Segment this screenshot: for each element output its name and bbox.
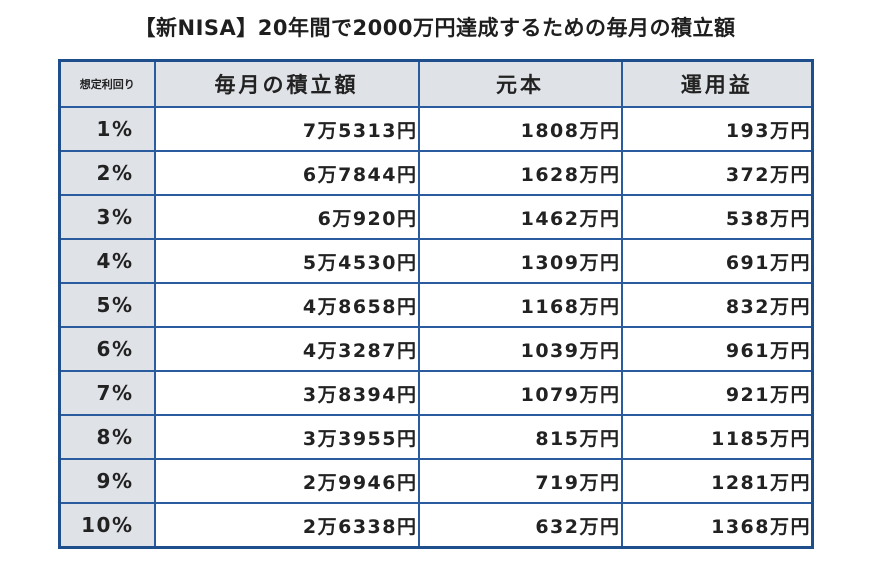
gain-cell: 1185万円 (620, 414, 814, 460)
principal-cell: 1462万円 (417, 194, 623, 240)
gain-cell: 1368万円 (620, 502, 814, 549)
monthly-cell: 4万8658円 (153, 282, 420, 328)
rate-cell: 5% (58, 282, 156, 328)
monthly-cell: 6万7844円 (153, 150, 420, 196)
principal-cell: 815万円 (417, 414, 623, 460)
principal-cell: 1079万円 (417, 370, 623, 416)
table-row: 8% 3万3955円 815万円 1185万円 (58, 414, 814, 460)
monthly-cell: 3万3955円 (153, 414, 420, 460)
rate-cell: 8% (58, 414, 156, 460)
principal-cell: 1309万円 (417, 238, 623, 284)
monthly-cell: 5万4530円 (153, 238, 420, 284)
gain-cell: 372万円 (620, 150, 814, 196)
page-title: 【新NISA】20年間で2000万円達成するための毎月の積立額 (134, 16, 736, 40)
monthly-cell: 7万5313円 (153, 106, 420, 152)
table-row: 6% 4万3287円 1039万円 961万円 (58, 326, 814, 372)
monthly-cell: 4万3287円 (153, 326, 420, 372)
rate-cell: 7% (58, 370, 156, 416)
gain-cell: 691万円 (620, 238, 814, 284)
principal-cell: 1808万円 (417, 106, 623, 152)
monthly-cell: 6万920円 (153, 194, 420, 240)
table-row: 10% 2万6338円 632万円 1368万円 (58, 502, 814, 549)
rate-cell: 6% (58, 326, 156, 372)
table-row: 2% 6万7844円 1628万円 372万円 (58, 150, 814, 196)
table-row: 7% 3万8394円 1079万円 921万円 (58, 370, 814, 416)
table-header-row: 想定利回り 毎月の積立額 元本 運用益 (58, 59, 814, 108)
table-row: 4% 5万4530円 1309万円 691万円 (58, 238, 814, 284)
table-row: 5% 4万8658円 1168万円 832万円 (58, 282, 814, 328)
monthly-cell: 2万9946円 (153, 458, 420, 504)
rate-cell: 9% (58, 458, 156, 504)
gain-cell: 538万円 (620, 194, 814, 240)
principal-cell: 1039万円 (417, 326, 623, 372)
principal-cell: 719万円 (417, 458, 623, 504)
header-monthly: 毎月の積立額 (153, 59, 420, 108)
table-row: 1% 7万5313円 1808万円 193万円 (58, 106, 814, 152)
table-row: 9% 2万9946円 719万円 1281万円 (58, 458, 814, 504)
gain-cell: 832万円 (620, 282, 814, 328)
header-gain: 運用益 (620, 59, 814, 108)
rate-cell: 2% (58, 150, 156, 196)
header-principal: 元本 (417, 59, 623, 108)
gain-cell: 193万円 (620, 106, 814, 152)
table-row: 3% 6万920円 1462万円 538万円 (58, 194, 814, 240)
monthly-cell: 3万8394円 (153, 370, 420, 416)
monthly-cell: 2万6338円 (153, 502, 420, 549)
header-rate: 想定利回り (58, 59, 156, 108)
principal-cell: 1168万円 (417, 282, 623, 328)
rate-cell: 3% (58, 194, 156, 240)
gain-cell: 961万円 (620, 326, 814, 372)
rate-cell: 1% (58, 106, 156, 152)
nisa-savings-table: 想定利回り 毎月の積立額 元本 運用益 1% 7万5313円 1808万円 19… (58, 59, 814, 549)
gain-cell: 1281万円 (620, 458, 814, 504)
rate-cell: 10% (58, 502, 156, 549)
principal-cell: 1628万円 (417, 150, 623, 196)
gain-cell: 921万円 (620, 370, 814, 416)
rate-cell: 4% (58, 238, 156, 284)
principal-cell: 632万円 (417, 502, 623, 549)
